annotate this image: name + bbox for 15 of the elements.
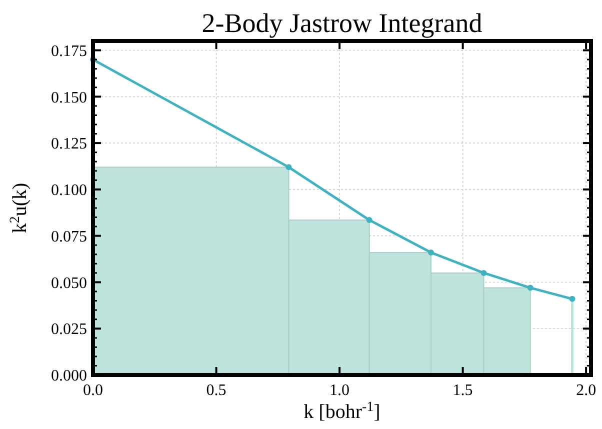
y-tick-label: 0.125	[51, 136, 87, 153]
x-tick-label: 0.5	[206, 382, 226, 399]
x-tick-label: 1.0	[330, 382, 350, 399]
y-tick-label: 0.150	[51, 89, 87, 106]
y-tick-label: 0.075	[51, 228, 87, 246]
x-tick-label: 1.5	[452, 382, 473, 399]
y-tick-label: 0.050	[51, 274, 87, 292]
x-tick-label: 0.0	[83, 382, 103, 399]
x-tick-label: 2.0	[576, 382, 596, 399]
chart-title: 2-Body Jastrow Integrand	[202, 8, 483, 38]
y-tick-label: 0.175	[51, 42, 87, 60]
y-tick-label: 0.025	[51, 321, 87, 338]
y-tick-label: 0.000	[51, 368, 87, 385]
y-tick-label: 0.100	[51, 182, 87, 200]
x-axis-title: k [bohr$^{-1}$]	[304, 400, 380, 423]
